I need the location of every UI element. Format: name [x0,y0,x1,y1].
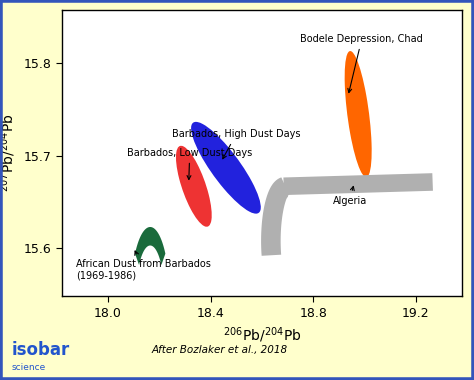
X-axis label: $^{206}$Pb/$^{204}$Pb: $^{206}$Pb/$^{204}$Pb [223,325,301,345]
Text: Barbados, High Dust Days: Barbados, High Dust Days [172,129,301,159]
Ellipse shape [191,122,261,214]
Text: African Dust from Barbados
(1969-1986): African Dust from Barbados (1969-1986) [76,251,210,281]
Ellipse shape [283,178,289,198]
Polygon shape [261,177,290,256]
Polygon shape [135,227,165,265]
Text: Bodele Depression, Chad: Bodele Depression, Chad [301,34,423,93]
Text: isobar: isobar [12,341,70,359]
Text: Barbados, Low Dust Days: Barbados, Low Dust Days [127,148,252,179]
Polygon shape [283,173,433,195]
Text: Algeria: Algeria [332,187,367,206]
Text: After Bozlaker et al., 2018: After Bozlaker et al., 2018 [152,345,288,355]
Ellipse shape [176,146,212,227]
Y-axis label: $^{207}$Pb/$^{204}$Pb: $^{207}$Pb/$^{204}$Pb [0,114,18,192]
Ellipse shape [345,51,372,177]
Text: science: science [12,363,46,372]
